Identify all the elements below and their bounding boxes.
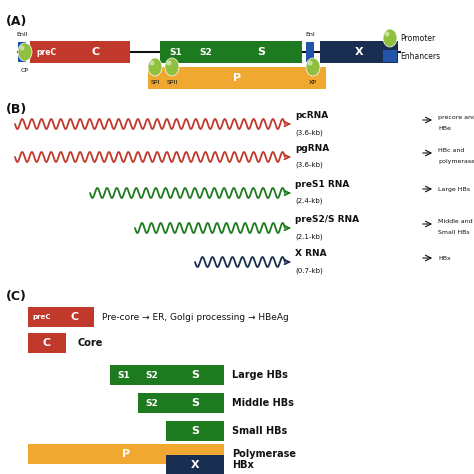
- Text: pgRNA: pgRNA: [295, 144, 329, 153]
- Text: preS2/S RNA: preS2/S RNA: [295, 215, 359, 224]
- Text: Middle HBs: Middle HBs: [232, 398, 294, 408]
- Text: preS1 RNA: preS1 RNA: [295, 180, 349, 189]
- Text: (C): (C): [6, 290, 27, 303]
- FancyBboxPatch shape: [166, 393, 224, 413]
- FancyBboxPatch shape: [220, 41, 302, 63]
- Text: XP: XP: [309, 80, 317, 85]
- FancyBboxPatch shape: [138, 365, 166, 385]
- Text: preC: preC: [33, 314, 51, 320]
- Text: Large HBs: Large HBs: [438, 186, 470, 191]
- Text: CP: CP: [21, 68, 29, 73]
- Text: preC: preC: [36, 47, 56, 56]
- Ellipse shape: [165, 58, 179, 76]
- Ellipse shape: [149, 61, 155, 65]
- Text: SPI: SPI: [150, 80, 160, 85]
- Text: C: C: [43, 338, 51, 348]
- FancyBboxPatch shape: [166, 365, 224, 385]
- FancyBboxPatch shape: [30, 41, 62, 63]
- Text: S: S: [191, 426, 199, 436]
- Text: HBc and: HBc and: [438, 147, 465, 153]
- Text: (3.6-kb): (3.6-kb): [295, 162, 323, 168]
- Text: Core: Core: [78, 338, 103, 348]
- FancyBboxPatch shape: [110, 365, 138, 385]
- Text: (3.6-kb): (3.6-kb): [295, 129, 323, 136]
- Text: (2.1-kb): (2.1-kb): [295, 233, 323, 239]
- Ellipse shape: [19, 46, 25, 51]
- Text: X RNA: X RNA: [295, 249, 327, 258]
- Text: C: C: [71, 312, 79, 322]
- Text: HBx: HBx: [438, 255, 451, 261]
- Text: S1: S1: [118, 371, 130, 380]
- Text: (0.7-kb): (0.7-kb): [295, 267, 323, 273]
- Text: Small HBs: Small HBs: [438, 229, 470, 235]
- Text: Pre-core → ER, Golgi processing → HBeAg: Pre-core → ER, Golgi processing → HBeAg: [102, 312, 289, 321]
- Text: Polymerase: Polymerase: [232, 449, 296, 459]
- Text: precore and: precore and: [438, 115, 474, 119]
- Text: Large HBs: Large HBs: [232, 370, 288, 380]
- Text: Enhancers: Enhancers: [400, 52, 440, 61]
- FancyBboxPatch shape: [166, 455, 224, 474]
- Ellipse shape: [148, 58, 162, 76]
- Text: Promoter: Promoter: [400, 34, 435, 43]
- Ellipse shape: [384, 31, 390, 36]
- Text: (B): (B): [6, 103, 27, 116]
- FancyBboxPatch shape: [28, 333, 66, 353]
- Text: S2: S2: [146, 399, 158, 408]
- Ellipse shape: [166, 61, 172, 65]
- Text: S1: S1: [170, 47, 182, 56]
- FancyBboxPatch shape: [56, 307, 94, 327]
- FancyBboxPatch shape: [148, 67, 326, 89]
- Text: S: S: [191, 370, 199, 380]
- FancyBboxPatch shape: [192, 41, 220, 63]
- Text: (2.4-kb): (2.4-kb): [295, 198, 322, 204]
- Text: S2: S2: [146, 371, 158, 380]
- FancyBboxPatch shape: [166, 421, 224, 441]
- Text: P: P: [233, 73, 241, 83]
- Text: HBx: HBx: [232, 460, 254, 470]
- Text: P: P: [122, 449, 130, 459]
- FancyBboxPatch shape: [306, 42, 314, 62]
- Ellipse shape: [306, 58, 320, 76]
- Ellipse shape: [383, 29, 397, 47]
- Text: EnII: EnII: [16, 32, 28, 37]
- Text: pcRNA: pcRNA: [295, 111, 328, 120]
- Text: X: X: [355, 47, 363, 57]
- Text: SPII: SPII: [166, 80, 178, 85]
- Text: S: S: [257, 47, 265, 57]
- FancyBboxPatch shape: [62, 41, 130, 63]
- Text: HBe: HBe: [438, 126, 451, 130]
- FancyBboxPatch shape: [28, 444, 224, 464]
- Text: polymerase: polymerase: [438, 158, 474, 164]
- Text: Middle and: Middle and: [438, 219, 473, 224]
- Ellipse shape: [18, 43, 32, 61]
- FancyBboxPatch shape: [320, 41, 398, 63]
- Text: S2: S2: [200, 47, 212, 56]
- Text: Small HBs: Small HBs: [232, 426, 287, 436]
- FancyBboxPatch shape: [28, 307, 56, 327]
- FancyBboxPatch shape: [383, 50, 397, 62]
- FancyBboxPatch shape: [138, 393, 166, 413]
- FancyBboxPatch shape: [18, 42, 26, 62]
- Text: S: S: [191, 398, 199, 408]
- Text: EnI: EnI: [305, 32, 315, 37]
- Text: (A): (A): [6, 15, 27, 28]
- Ellipse shape: [308, 61, 312, 65]
- Text: C: C: [92, 47, 100, 57]
- Text: X: X: [191, 460, 199, 470]
- FancyBboxPatch shape: [160, 41, 192, 63]
